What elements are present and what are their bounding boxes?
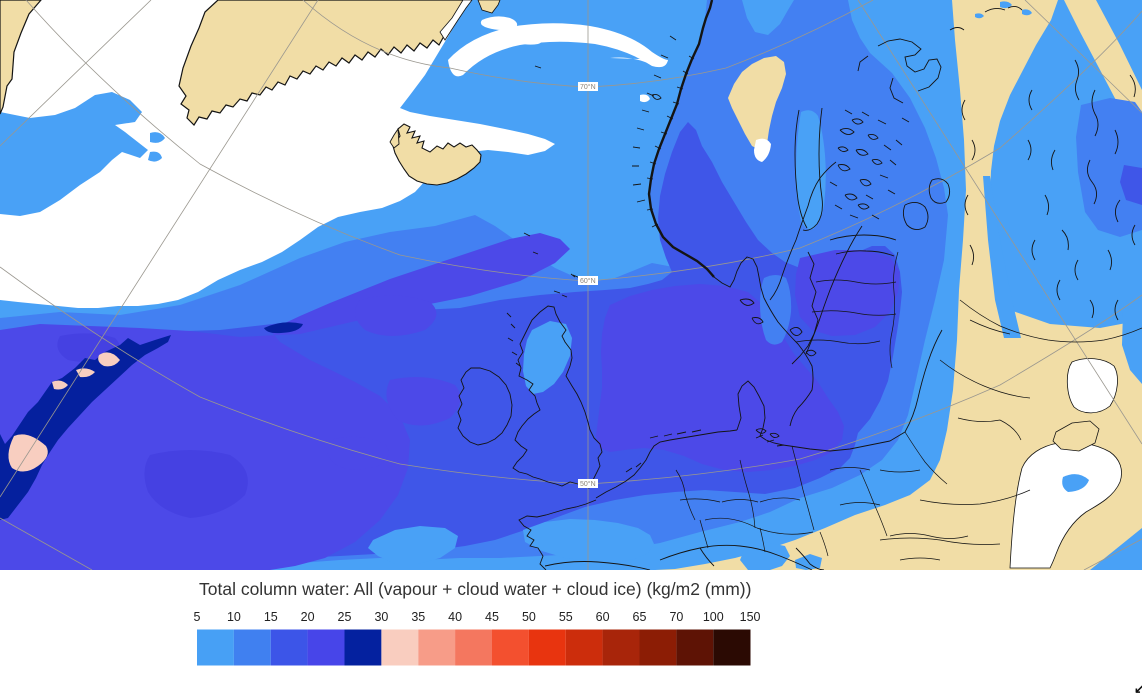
svg-text:55: 55: [559, 610, 573, 624]
svg-text:50: 50: [522, 610, 536, 624]
svg-text:30: 30: [374, 610, 388, 624]
svg-text:60: 60: [596, 610, 610, 624]
svg-text:45: 45: [485, 610, 499, 624]
svg-text:5: 5: [194, 610, 201, 624]
svg-text:70: 70: [669, 610, 683, 624]
svg-text:60°N: 60°N: [580, 277, 596, 285]
svg-text:25: 25: [338, 610, 352, 624]
svg-text:150: 150: [740, 610, 761, 624]
svg-text:15: 15: [264, 610, 278, 624]
svg-text:40: 40: [448, 610, 462, 624]
svg-text:20: 20: [301, 610, 315, 624]
svg-text:100: 100: [703, 610, 724, 624]
svg-text:35: 35: [411, 610, 425, 624]
svg-text:65: 65: [633, 610, 647, 624]
svg-text:50°N: 50°N: [580, 480, 596, 488]
svg-text:10: 10: [227, 610, 241, 624]
svg-text:70°N: 70°N: [580, 83, 596, 91]
